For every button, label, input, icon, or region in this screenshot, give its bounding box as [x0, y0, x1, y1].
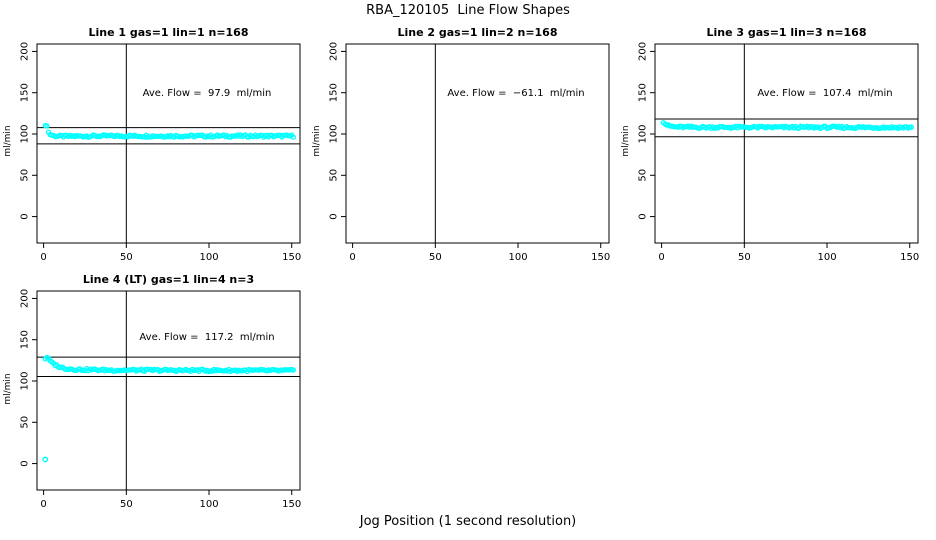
subplot-2-plot-area: 0 50 100 150 0 50 100 150 200	[329, 42, 611, 263]
subplot-3-ave-flow-annotation: Ave. Flow = 107.4 ml/min	[757, 88, 893, 99]
x-tick-label: 50	[120, 252, 133, 263]
y-tick-label: 0	[20, 213, 31, 219]
y-tick-label: 50	[20, 169, 31, 182]
x-tick-label: 150	[900, 252, 919, 263]
y-tick-label: 200	[638, 42, 649, 61]
data-points	[42, 122, 297, 140]
figure-title: RBA_120105 Line Flow Shapes	[366, 3, 570, 18]
subplot-1-ave-flow-annotation: Ave. Flow = 97.9 ml/min	[142, 88, 272, 99]
x-tick-label: 150	[282, 252, 301, 263]
x-tick-label: 150	[282, 499, 301, 510]
y-tick-label: 0	[329, 213, 340, 219]
x-tick-label: 0	[349, 252, 355, 263]
subplot-3-title: Line 3 gas=1 lin=3 n=168	[706, 26, 867, 39]
subplot-4-ave-flow-annotation: Ave. Flow = 117.2 ml/min	[139, 332, 275, 343]
y-tick-label: 0	[20, 460, 31, 466]
outlier-point	[42, 456, 49, 463]
y-tick-label: 100	[638, 124, 649, 143]
y-tick-label: 200	[329, 42, 340, 61]
subplot-1-title: Line 1 gas=1 lin=1 n=168	[88, 26, 249, 39]
x-tick-label: 50	[429, 252, 442, 263]
subplot-2-title: Line 2 gas=1 lin=2 n=168	[397, 26, 558, 39]
y-tick-label: 50	[329, 169, 340, 182]
x-tick-label: 150	[591, 252, 610, 263]
subplot-2-ave-flow-annotation: Ave. Flow = −61.1 ml/min	[447, 88, 585, 99]
x-tick-label: 100	[817, 252, 836, 263]
y-tick-label: 0	[638, 213, 649, 219]
y-tick-label: 100	[329, 124, 340, 143]
y-tick-label: 100	[20, 371, 31, 390]
x-tick-label: 0	[40, 252, 46, 263]
data-points	[660, 119, 915, 132]
x-tick-label: 100	[199, 499, 218, 510]
y-tick-label: 100	[20, 124, 31, 143]
x-tick-label: 50	[738, 252, 751, 263]
subplot-1-plot-area: 0 50 100 150 0 50 100 150 200	[20, 42, 302, 263]
y-tick-label: 200	[20, 289, 31, 308]
data-points	[42, 354, 297, 463]
x-tick-label: 100	[199, 252, 218, 263]
y-tick-label: 50	[20, 416, 31, 429]
y-tick-label: 50	[638, 169, 649, 182]
subplot-3-plot-area: 0 50 100 150 0 50 100 150 200	[638, 42, 920, 263]
y-tick-label: 150	[20, 83, 31, 102]
subplot-4-plot-area: 0 50 100 150 0 50 100 150 200	[20, 289, 302, 510]
subplot-4-title: Line 4 (LT) gas=1 lin=4 n=3	[82, 273, 255, 286]
y-tick-label: 200	[20, 42, 31, 61]
x-tick-label: 50	[120, 499, 133, 510]
x-tick-label: 0	[658, 252, 664, 263]
y-tick-label: 150	[20, 330, 31, 349]
y-tick-label: 150	[329, 83, 340, 102]
x-tick-label: 100	[508, 252, 527, 263]
x-tick-label: 0	[40, 499, 46, 510]
y-tick-label: 150	[638, 83, 649, 102]
x-axis-label: Jog Position (1 second resolution)	[359, 514, 577, 529]
